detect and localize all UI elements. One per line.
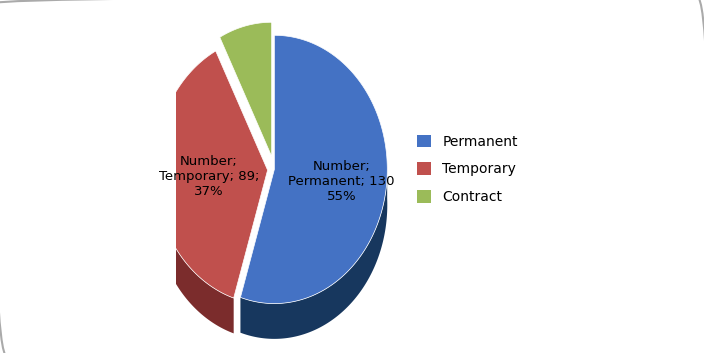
Polygon shape bbox=[155, 165, 234, 333]
Text: Number;
Temporary; 89;
37%: Number; Temporary; 89; 37% bbox=[159, 155, 259, 198]
Polygon shape bbox=[241, 35, 387, 304]
Polygon shape bbox=[155, 51, 268, 298]
Polygon shape bbox=[220, 22, 272, 156]
Text: Number;
Permanent; 130
55%: Number; Permanent; 130 55% bbox=[288, 160, 394, 203]
Polygon shape bbox=[241, 163, 387, 339]
Legend: Permanent, Temporary, Contract: Permanent, Temporary, Contract bbox=[412, 129, 524, 210]
